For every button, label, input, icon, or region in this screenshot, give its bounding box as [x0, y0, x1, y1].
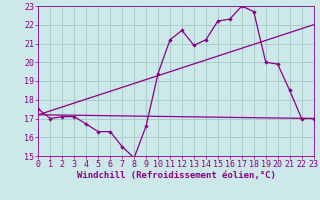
- X-axis label: Windchill (Refroidissement éolien,°C): Windchill (Refroidissement éolien,°C): [76, 171, 276, 180]
